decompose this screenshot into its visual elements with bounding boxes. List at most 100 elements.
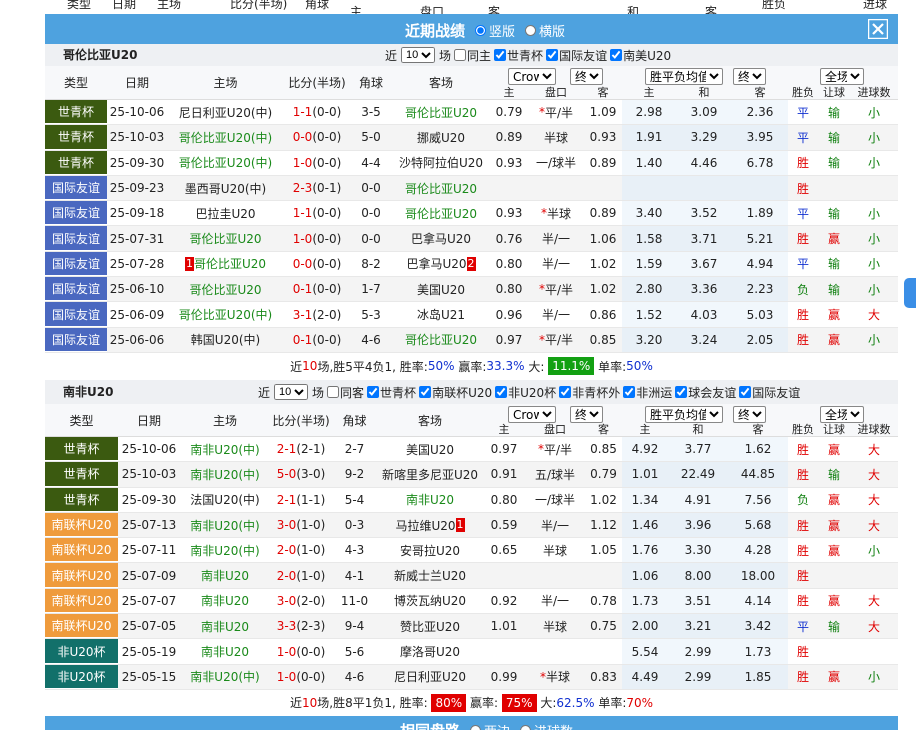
recent-count-select[interactable]: 10 [401,47,436,63]
half-score: (0-0) [296,669,326,684]
result-cell: 胜 [788,538,818,562]
handicap-result-cell: 输 [818,100,850,124]
filter-checkbox[interactable] [494,49,507,61]
goals-result-cell: 大 [850,302,898,326]
filter-checkbox[interactable] [327,386,340,398]
odds-select[interactable]: 全场 [820,406,864,423]
handicap-away-odds: 0.78 [590,593,617,608]
draw-odds: 4.03 [690,307,718,322]
handicap-line-cell: 一/球半 [525,488,585,512]
radio-button[interactable] [520,725,532,730]
draw-odds: 3.30 [684,543,712,558]
cut-header: 类型 日期 主场 比分(半场) 角球 胜负 进球数 主 盘口 客 和 客 [45,0,898,14]
half-score: (2-0) [312,307,342,322]
goals-result: 大 [867,308,880,323]
match-date: 25-07-09 [121,568,177,583]
half-score: (2-3) [296,619,326,634]
match-row: 国际友谊 25-07-28 1 哥伦比亚U20 0-0 (0-0) 8-2 巴拿马U20 2 0.… [45,251,898,278]
filter-checkbox[interactable] [623,386,636,398]
filter-checkbox[interactable] [610,49,623,61]
score-cell: 2-0 (1-0) [270,563,332,587]
recent-prefix: 近 [385,48,398,63]
home-win-odds: 1.76 [631,543,659,558]
match-date: 25-07-05 [121,619,177,634]
date-cell: 25-07-11 [118,538,180,562]
odds-select[interactable]: Crow* [508,68,556,85]
away-team: 新喀里多尼亚U20 [381,467,479,482]
home-cell: 南非U20(中) [180,462,270,486]
home-win-odds: 1.34 [631,492,659,507]
goals-result: 小 [867,206,880,221]
full-score: 1-1 [292,105,313,120]
handicap-away-odds-cell [585,563,622,587]
away-win-odds-cell: 4.94 [732,251,788,277]
odds-select[interactable]: 终 [733,406,766,423]
handicap-star: * [538,282,545,297]
handicap-line: 半/一 [540,518,570,533]
filter-checkbox[interactable] [495,386,508,398]
filter-checkbox[interactable] [739,386,752,398]
handicap-result: 赢 [827,594,840,609]
filter-checkbox[interactable] [546,49,559,61]
away-team: 美国U20 [405,442,455,457]
sub-header: 主 [503,86,515,99]
column-header: 主场 [212,413,237,428]
odds-select[interactable]: 胜平负均值 [645,406,723,423]
filter-checkbox[interactable] [675,386,688,398]
filter-checkbox[interactable] [367,386,380,398]
full-score: 3-1 [292,307,313,322]
home-cell: 哥伦比亚U20(中) [167,125,284,149]
handicap-away-odds-cell: 1.12 [585,513,622,537]
summary-text: 大: [524,359,549,374]
result-cell: 负 [788,277,818,301]
odds-select[interactable]: 全场 [820,68,864,85]
home-cell: 南非U20(中) [180,665,270,689]
odds-select[interactable]: 终 [733,68,766,85]
handicap-line: 平/半 [544,333,574,348]
handicap-result: 输 [827,282,840,297]
odds-select[interactable]: 终 [570,68,603,85]
draw-odds: 3.96 [684,518,712,533]
filter-label: 同客 [340,385,365,400]
banner-title-row: 近期战绩 竖版 横版 [405,20,565,41]
side-tab[interactable] [904,278,916,308]
goals-result: 小 [867,282,880,297]
close-button[interactable] [868,19,888,39]
away-win-odds: 5.21 [746,231,774,246]
filter-label: 非青杯外 [572,385,621,400]
away-win-odds: 1.73 [744,644,772,659]
match-type-cell: 南联杯U20 [45,563,118,588]
odds-select[interactable]: 终 [570,406,603,423]
odds-select[interactable]: 胜平负均值 [645,68,723,85]
filter-checkbox[interactable] [559,386,572,398]
radio-button[interactable] [525,25,537,36]
draw-odds-cell: 3.67 [676,251,732,277]
away-cell: 哥伦比亚U20 [392,201,490,225]
radio-button[interactable] [475,25,487,36]
column-header: 角球 [358,76,383,90]
recent-count-select[interactable]: 10 [274,384,309,400]
corner-cell: 4-4 [350,151,392,175]
match-type: 世青杯 [63,467,100,482]
goals-result: 小 [867,543,880,558]
filter-checkbox[interactable] [454,49,467,61]
home-win-odds: 3.40 [635,206,663,221]
handicap-away-odds-cell: 0.75 [585,614,622,638]
handicap-away-odds-cell: 1.02 [584,277,622,301]
handicap-line-cell: 半/一 [525,589,585,613]
odds-select[interactable]: Crow* [508,406,556,423]
away-win-odds-cell: 2.05 [732,327,788,352]
handicap-line-cell: 半/一 [528,302,584,326]
away-win-odds: 3.42 [744,619,772,634]
radio-button[interactable] [470,725,482,730]
handicap-result-cell: 赢 [818,513,850,537]
match-type: 国际友谊 [51,282,100,297]
handicap-home-odds: 0.89 [495,130,523,145]
filter-checkbox[interactable] [419,386,432,398]
match-type-cell: 国际友谊 [45,175,107,201]
result: 胜 [796,442,809,457]
handicap-home-odds: 0.80 [495,282,523,297]
handicap-result-cell: 赢 [818,226,850,250]
full-score: 2-3 [292,181,313,196]
score-cell: 1-1 (0-0) [284,201,350,225]
